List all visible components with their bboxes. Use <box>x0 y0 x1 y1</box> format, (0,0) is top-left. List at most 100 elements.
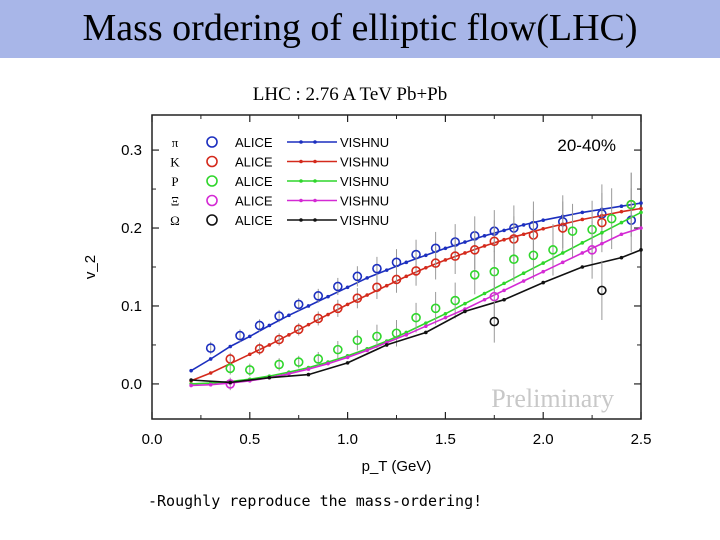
x-tick-label: 2.5 <box>631 431 652 448</box>
x-tick-label: 1.0 <box>337 431 358 448</box>
data-point <box>548 245 558 255</box>
legend-species: π <box>172 135 179 150</box>
legend-line-dot <box>313 159 317 164</box>
data-point <box>352 271 363 282</box>
model-point <box>482 244 487 248</box>
model-point <box>639 206 643 211</box>
legend-model-label: VISHNU <box>340 194 389 209</box>
data-point <box>450 295 460 306</box>
legend-data-label: ALICE <box>235 213 273 228</box>
legend-line-dot <box>299 198 303 203</box>
model-point <box>443 246 448 251</box>
legend-line-dot <box>313 179 317 183</box>
y-tick-label: 0.1 <box>121 298 142 315</box>
model-point <box>326 361 330 366</box>
model-point <box>541 261 545 265</box>
model-point <box>443 258 448 262</box>
model-point <box>502 228 506 233</box>
model-point <box>541 280 545 285</box>
data-point <box>352 293 363 303</box>
data-point <box>254 344 265 354</box>
model-point <box>541 227 545 231</box>
model-point <box>502 288 506 293</box>
data-point <box>391 274 402 285</box>
model-point <box>345 302 350 307</box>
data-point <box>225 363 236 374</box>
model-point <box>424 324 428 329</box>
model-point <box>424 330 428 335</box>
model-point <box>443 315 448 320</box>
data-point <box>587 245 597 255</box>
model-point <box>443 311 448 316</box>
data-point <box>450 251 460 261</box>
y-tick-label: 0.0 <box>121 376 142 393</box>
model-point <box>580 265 585 269</box>
legend-line-dot <box>299 140 303 144</box>
data-point <box>509 254 519 265</box>
model-point <box>365 348 369 353</box>
model-point <box>208 357 213 361</box>
model-point <box>580 251 585 255</box>
data-point <box>274 334 284 345</box>
model-point <box>306 322 311 327</box>
legend-data-label: ALICE <box>235 174 273 189</box>
model-point <box>424 253 428 258</box>
data-point <box>430 258 441 268</box>
preliminary-watermark: Preliminary <box>491 384 614 413</box>
model-point <box>404 260 409 265</box>
model-point <box>287 333 291 337</box>
x-tick-label: 0.5 <box>239 431 260 448</box>
legend-line-dot <box>299 218 303 222</box>
model-point <box>521 232 526 237</box>
legend-marker <box>206 175 218 187</box>
model-point <box>267 323 272 328</box>
model-point <box>600 241 604 246</box>
legend-model-label: VISHNU <box>340 155 389 170</box>
data-point <box>626 199 637 210</box>
data-point <box>333 281 343 292</box>
y-tick-label: 0.3 <box>121 142 142 159</box>
y-tick-label: 0.2 <box>121 220 142 237</box>
model-point <box>384 268 389 272</box>
model-point <box>248 334 252 339</box>
data-point <box>430 303 441 314</box>
model-point <box>287 371 291 376</box>
model-point <box>306 367 311 371</box>
data-point <box>469 269 480 280</box>
model-point <box>560 251 565 255</box>
model-point <box>580 210 585 215</box>
data-point <box>254 320 265 331</box>
model-point <box>345 355 350 360</box>
model-point <box>639 226 643 230</box>
model-point <box>267 375 272 380</box>
slide-subtitle: LHC : 2.76 A TeV Pb+Pb <box>252 84 448 105</box>
legend-marker <box>206 136 218 148</box>
model-point <box>639 210 643 215</box>
model-point <box>384 343 389 347</box>
data-point <box>372 263 382 274</box>
model-point <box>502 281 506 286</box>
legend-marker <box>206 155 218 168</box>
model-point <box>189 383 193 388</box>
x-tick-label: 0.0 <box>142 431 163 448</box>
model-point <box>482 297 487 302</box>
model-point <box>580 241 585 245</box>
legend-species: P <box>171 174 178 189</box>
data-point <box>313 354 324 364</box>
legend-line-dot <box>313 218 317 222</box>
data-point <box>274 311 284 321</box>
legend-line-dot <box>299 179 303 183</box>
model-point <box>521 271 526 276</box>
legend-marker <box>206 194 218 207</box>
model-point <box>619 220 624 225</box>
model-point <box>502 297 506 302</box>
model-point <box>267 343 272 347</box>
model-point <box>521 279 526 283</box>
data-point <box>567 226 578 236</box>
model-point <box>580 217 585 222</box>
legend-line-dot <box>313 140 317 144</box>
data-point <box>333 303 343 314</box>
legend-species: Ω <box>170 213 180 228</box>
legend-model-label: VISHNU <box>340 135 389 150</box>
